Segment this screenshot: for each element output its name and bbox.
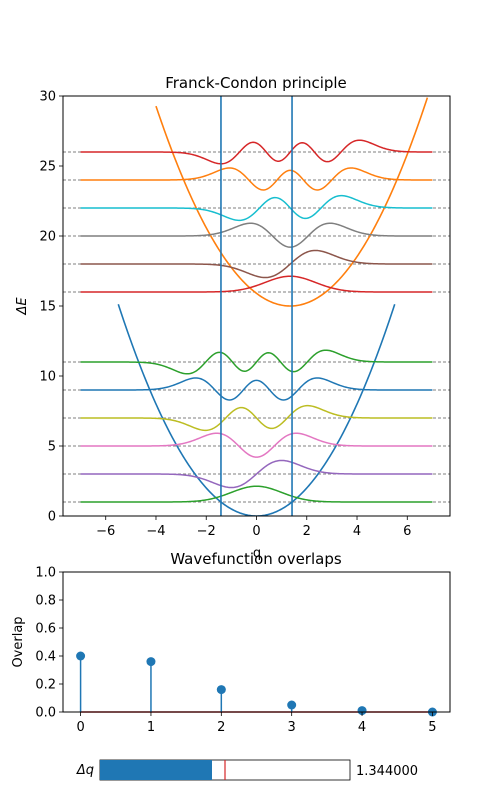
overlap-x-tick-label: 0 (76, 720, 84, 735)
wavefunction-curve (80, 194, 433, 222)
overlap-y-tick-label: 0.6 (35, 622, 56, 637)
y-tick-label: 5 (48, 440, 56, 455)
overlap-plot-frame (62, 571, 451, 713)
overlap-x-tick-label: 2 (217, 720, 225, 735)
y-tick-label: 20 (39, 230, 56, 245)
overlap-x-tick-label: 4 (358, 720, 366, 735)
wavefunction-curve (80, 349, 433, 375)
slider-label: Δq (76, 763, 94, 778)
slider-value: 1.344000 (356, 764, 418, 779)
x-tick-label: 4 (353, 524, 361, 539)
franck-condon-chart: Franck-Condon principle −6 −4 −2 0 2 4 6 0 5 10 1… (15, 74, 451, 561)
delta-q-slider[interactable]: Δq 1.344000 (76, 759, 418, 781)
overlap-marker (76, 651, 86, 661)
overlap-y-tick-label: 1.0 (35, 566, 56, 581)
overlap-marker (287, 700, 297, 710)
overlap-y-tick-label: 0.4 (35, 650, 56, 665)
x-tick-label: 6 (403, 524, 411, 539)
y-tick-label: 30 (39, 90, 56, 105)
overlap-y-tick-label: 0.8 (35, 594, 56, 609)
overlap-x-tick-label: 5 (428, 720, 436, 735)
wavefunction-curve (80, 275, 433, 293)
x-tick-label: −4 (146, 524, 165, 539)
x-tick-label: 0 (252, 524, 260, 539)
overlap-y-tick-label: 0.0 (35, 706, 56, 721)
wavefunction-curve (80, 377, 433, 401)
y-tick-label: 15 (39, 300, 56, 315)
x-tick-label: 2 (303, 524, 311, 539)
plot-frame (62, 95, 451, 517)
overlap-marker (357, 706, 367, 716)
x-axis-ticks: −6 −4 −2 0 2 4 6 (96, 516, 411, 539)
wavefunction-curve (80, 432, 433, 458)
wavefunction-curve (80, 139, 433, 165)
overlap-y-tick-label: 0.2 (35, 678, 56, 693)
wavefunction-curve (80, 404, 433, 432)
plot-curves (80, 96, 433, 516)
overlap-marker (216, 685, 226, 695)
ground-state-potential (117, 304, 396, 516)
wavefunction-curve (80, 167, 433, 191)
wavefunction-curve (80, 249, 433, 279)
overlap-x-tick-label: 3 (288, 720, 296, 735)
y-tick-label: 10 (39, 370, 56, 385)
overlap-chart-title: Wavefunction overlaps (170, 550, 342, 568)
overlap-stems (76, 651, 437, 717)
wavefunction-curve (80, 485, 433, 503)
y-tick-label: 0 (48, 510, 56, 525)
y-tick-label: 25 (39, 160, 56, 175)
chart-title: Franck-Condon principle (165, 74, 347, 92)
level-lines (63, 151, 450, 503)
wavefunction-curve (80, 459, 433, 489)
overlap-y-axis-label: Overlap (11, 616, 26, 667)
x-axis-label: q (253, 546, 261, 561)
x-tick-label: −2 (197, 524, 216, 539)
overlap-y-ticks: 0.0 0.2 0.4 0.6 0.8 1.0 (35, 566, 63, 721)
wavefunction-curve (80, 222, 433, 248)
y-axis-label: ΔE (15, 297, 30, 316)
x-tick-label: −6 (96, 524, 115, 539)
overlap-marker (146, 657, 156, 667)
overlap-x-tick-label: 1 (147, 720, 155, 735)
slider-fill[interactable] (100, 760, 212, 780)
y-axis-ticks: 0 5 10 15 20 25 30 (39, 90, 63, 525)
overlap-x-ticks: 0 1 2 3 4 5 (76, 712, 437, 735)
